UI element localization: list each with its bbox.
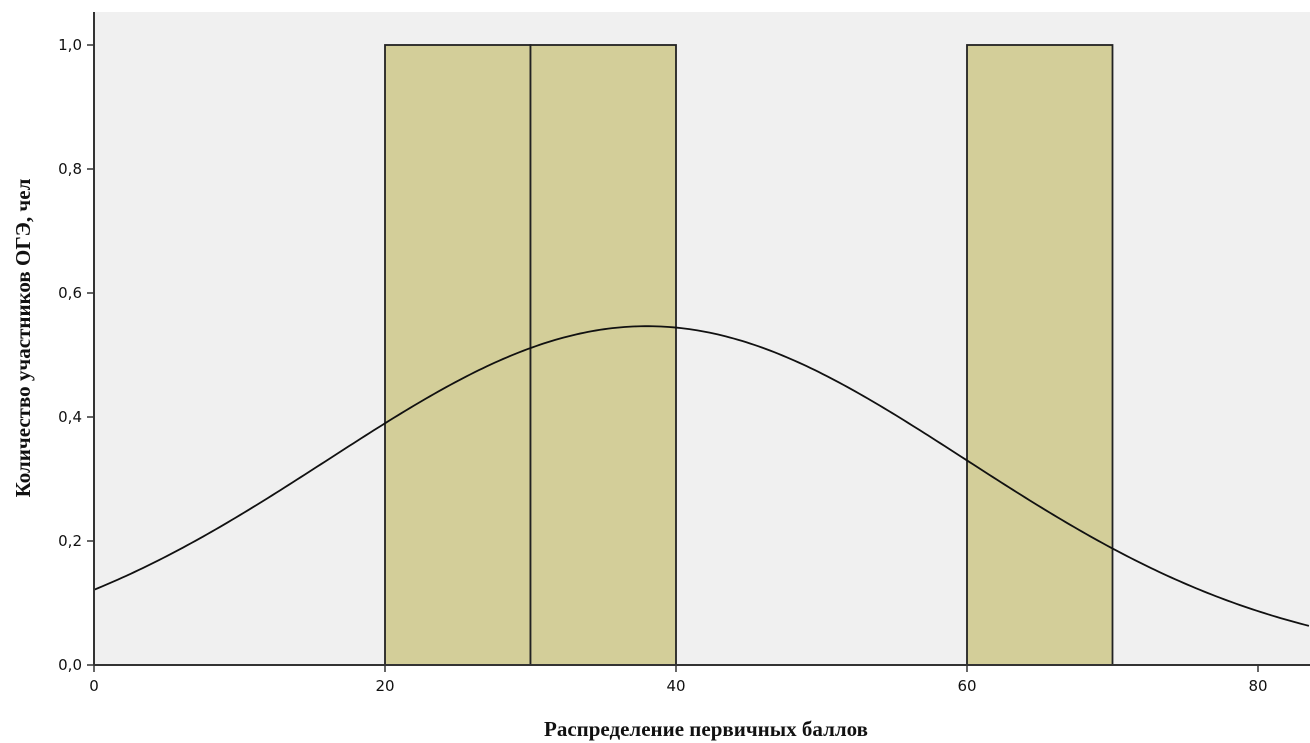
x-tick-label: 20 <box>375 677 394 695</box>
x-tick-label: 80 <box>1248 677 1267 695</box>
normal-curve <box>93 325 1310 627</box>
x-axis-title: Распределение первичных баллов <box>544 717 868 741</box>
y-tick-label: 0,2 <box>58 532 82 550</box>
bars-layer <box>384 44 1114 666</box>
y-tick-label: 0,8 <box>58 160 82 178</box>
histogram-bar <box>966 44 1114 666</box>
plot-background <box>94 12 1310 665</box>
histogram-bar <box>384 44 532 666</box>
x-ticks-layer: 0 20 40 60 80 <box>89 665 1268 695</box>
x-tick-label: 40 <box>666 677 685 695</box>
y-tick-label: 0,0 <box>58 656 82 674</box>
y-tick-label: 0,6 <box>58 284 82 302</box>
x-tick-label: 60 <box>957 677 976 695</box>
y-tick-label: 0,4 <box>58 408 82 426</box>
x-tick-label: 0 <box>89 677 99 695</box>
y-axis-title: Количество участников ОГЭ, чел <box>11 178 35 497</box>
y-tick-label: 1,0 <box>58 36 82 54</box>
y-ticks-layer: 0,0 0,2 0,4 0,6 0,8 1,0 <box>58 36 94 674</box>
histogram-bar <box>529 44 677 666</box>
